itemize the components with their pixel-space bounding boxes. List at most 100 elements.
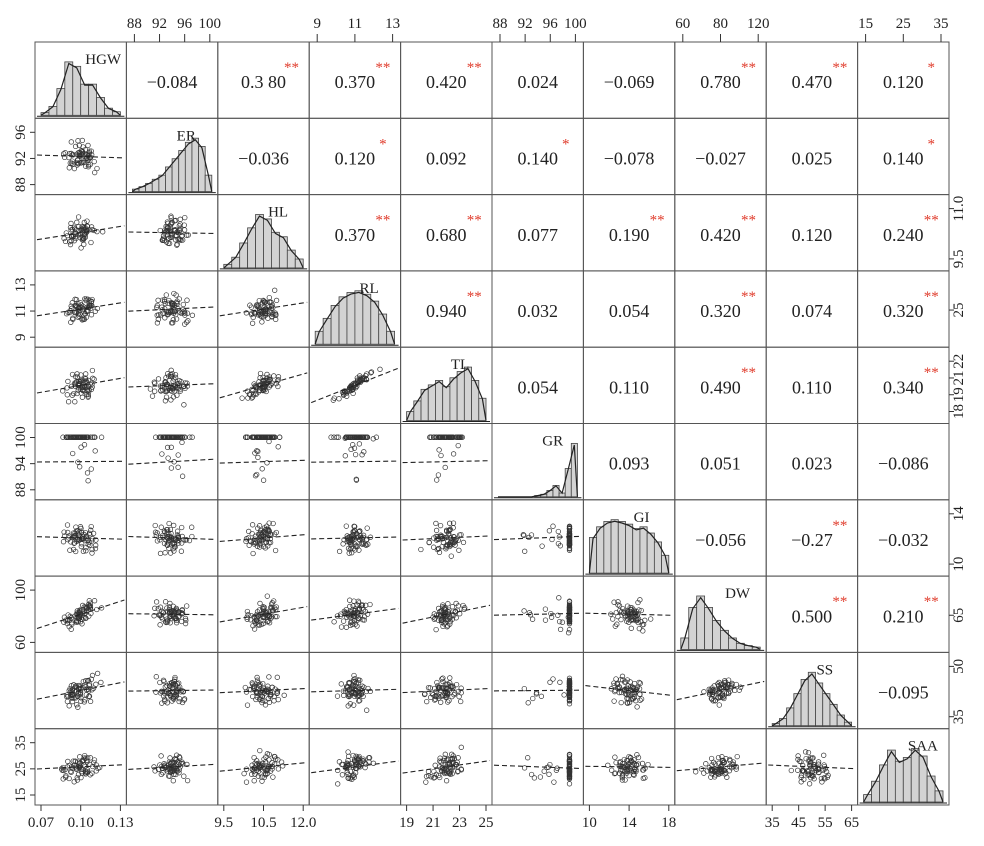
scatter-point [450,451,457,457]
bottom-axis-ticks: 19 21 23 25 [399,805,494,831]
scatter-point [344,434,350,440]
correlation-cell: 0.240** [883,213,939,245]
scatter-point [261,298,267,304]
scatter-point [174,768,181,774]
histogram-hgw: HGW [37,52,125,117]
scatter-point [805,771,811,777]
scatter-point [184,380,190,386]
scatter-point [424,698,430,705]
scatter-point [86,598,92,604]
scatter-point [87,604,94,610]
scatter-point [443,778,450,784]
histogram-gi: GI [585,510,673,575]
scatter-point [253,539,259,545]
scatter-point [264,460,270,466]
scatter-point [159,297,166,303]
correlation-cell: 0.092 [426,148,467,168]
scatter-point [242,684,248,691]
scatter-point [268,605,275,611]
left-axis-ticks: 60 100 [13,579,35,650]
scatter-point [249,434,255,440]
scatter-point [354,383,360,389]
scatter-point [455,537,461,543]
scatter-point [250,623,256,629]
scatter-point [252,473,259,479]
scatter-point [612,754,618,760]
scatter-gi-vs-hgw [36,522,125,556]
significance-stars: ** [924,365,939,381]
scatter-point [448,553,454,559]
scatter-point [717,686,723,692]
correlation-cell: −0.086 [878,454,929,474]
scatter-point [256,682,262,688]
correlation-cell: 0.054 [517,377,558,397]
scatter-point [175,452,181,458]
scatter-point [186,537,193,544]
scatter-point [452,690,458,696]
variable-label: HGW [85,52,122,68]
scatter-point [173,316,180,322]
tick-label: 96 [13,124,29,140]
left-axis-ticks: 9 11 13 [13,277,35,341]
scatter-point [811,776,817,782]
tick-label: 45 [791,815,806,831]
scatter-point [159,765,166,771]
scatter-point [444,624,450,630]
scatter-point [342,435,348,441]
scatter-point [88,466,94,472]
correlation-value: 0.054 [609,301,650,321]
scatter-point [84,223,90,229]
tick-label: 25 [479,815,494,831]
scatter-point [162,550,168,556]
scatter-gr-vs-hgw [36,434,125,484]
trend-line [493,612,582,616]
scatter-point [159,608,165,614]
correlation-value: −0.036 [238,148,289,168]
scatter-point [247,617,254,623]
scatter-point [351,445,358,451]
scatter-point [275,444,281,450]
scatter-point [431,768,437,775]
scatter-point [433,693,439,700]
scatter-point [92,169,98,176]
scatter-point [76,682,82,689]
scatter-point [455,768,461,774]
scatter-point [434,546,440,553]
scatter-point [189,524,195,530]
scatter-point [78,434,84,440]
scatter-point [77,300,83,306]
scatter-point [436,447,442,453]
scatter-point [624,677,631,683]
correlation-cell: 0.320** [700,289,756,321]
scatter-point [734,753,740,760]
scatter-point [338,681,344,687]
trend-line [493,689,582,692]
scatter-point [77,611,83,618]
scatter-point [272,613,278,620]
scatter-point [84,218,90,224]
scatter-point [438,434,444,440]
scatter-point [441,434,447,440]
scatter-point [66,165,72,171]
scatter-point [153,689,159,695]
scatter-point [184,761,190,768]
scatter-point [701,689,707,695]
scatter-tl-vs-hl [219,370,308,401]
scatter-point [171,376,177,382]
scatter-point [154,320,161,326]
scatter-point [346,550,352,556]
correlation-value: 0.490 [700,377,741,397]
scatter-point [820,766,826,772]
scatter-point [274,674,280,680]
scatter-point [809,755,815,761]
scatter-point [74,390,80,397]
correlation-value: 0.032 [517,301,558,321]
scatter-point [628,696,634,703]
scatter-point [622,686,628,693]
scatter-point [432,696,439,702]
scatter-point [254,615,260,621]
scatter-point [76,684,83,690]
trend-line [128,535,216,540]
scatter-point [819,779,825,785]
scatter-point [454,607,460,613]
